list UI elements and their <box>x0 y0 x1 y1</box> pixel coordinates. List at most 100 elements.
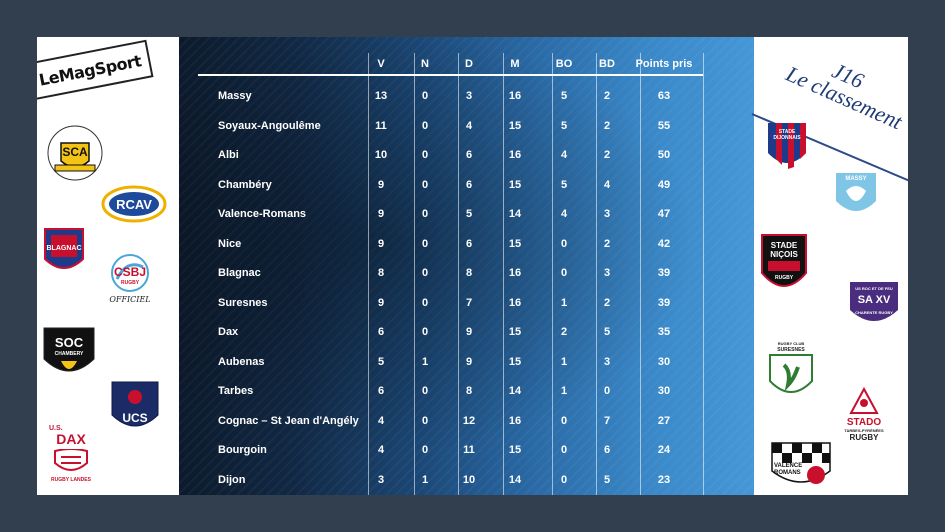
table-cell: 0 <box>560 444 568 456</box>
table-cell: 0 <box>421 385 429 397</box>
table-cell: 14 <box>508 473 522 486</box>
suresnes-logo: RUGBY CLUB SURESNES <box>768 341 814 403</box>
valence-romans-logo: VALENCE ROMANS <box>770 441 832 493</box>
table-cell: 0 <box>560 237 568 250</box>
column-separator <box>368 53 369 495</box>
csbj-logo-tag: OFFICIEL <box>109 295 151 304</box>
dijon-logo-line1: STADE <box>778 129 796 135</box>
dax-logo: U.S. DAX RUGBY LANDES <box>45 425 97 487</box>
team-name: Soyaux-Angoulême <box>218 119 321 132</box>
lemagsport-logo: LeMagSport <box>37 39 154 101</box>
table-cell: 6 <box>465 178 473 191</box>
team-name: Aubenas <box>218 355 265 368</box>
table-cell: 30 <box>657 385 671 397</box>
table-cell: 3 <box>377 473 385 486</box>
table-cell: 10 <box>374 149 388 161</box>
ucs-logo-text: UCS <box>122 411 148 425</box>
table-cell: 39 <box>657 296 671 309</box>
rcav-logo-text: RCAV <box>116 196 152 212</box>
table-cell: 6 <box>377 385 385 397</box>
table-cell: 63 <box>657 90 671 102</box>
table-cell: 49 <box>657 178 671 191</box>
team-name: Albi <box>218 149 239 161</box>
dax-emblem-icon <box>54 449 88 471</box>
table-cell: 39 <box>657 267 671 279</box>
table-cell: 4 <box>603 178 611 191</box>
suresnes-logo-name: SURESNES <box>777 347 805 353</box>
massy-logo-text: MASSY <box>845 176 867 182</box>
blagnac-logo-text: BLAGNAC <box>46 245 82 252</box>
table-cell: 16 <box>508 267 522 279</box>
team-name: Chambéry <box>218 178 272 191</box>
csbj-wave-icon <box>111 254 149 292</box>
table-cell: 7 <box>603 414 611 427</box>
table-cell: 14 <box>508 385 522 397</box>
table-cell: 3 <box>603 208 611 220</box>
table-cell: 47 <box>657 208 671 220</box>
team-name: Dax <box>218 326 239 338</box>
table-cell: 13 <box>374 90 388 102</box>
soc-chambery-logo: SOC CHAMBERY <box>41 325 97 383</box>
csbj-logo-sub: RUGBY <box>120 280 140 286</box>
right-logo-panel: J16 Le classement STADE DIJONNAIS MASSY <box>751 37 908 495</box>
table-cell: 8 <box>465 267 473 279</box>
table-cell: 15 <box>508 326 522 338</box>
table-cell: 0 <box>603 385 611 397</box>
table-cell: 5 <box>560 119 568 132</box>
table-cell: 8 <box>465 385 473 397</box>
table-cell: 15 <box>508 178 522 191</box>
table-cell: 15 <box>508 119 522 132</box>
table-cell: 16 <box>508 296 522 309</box>
albi-logo: SCA <box>45 123 105 183</box>
team-name: Massy <box>218 90 252 102</box>
table-cell: 2 <box>603 296 611 309</box>
table-cell: 9 <box>377 178 385 191</box>
table-cell: 0 <box>421 208 429 220</box>
column-separator <box>503 53 504 495</box>
csbj-logo-abbr: CSBJ <box>113 265 146 279</box>
table-cell: 3 <box>465 90 473 102</box>
suresnes-logo-top: RUGBY CLUB <box>777 341 805 346</box>
lemagsport-logo-text: LeMagSport <box>37 50 143 90</box>
slide: LeMagSport SCA RCAV BLAGNAC <box>37 37 908 495</box>
table-cell: 9 <box>377 237 385 250</box>
table-cell: 5 <box>560 178 568 191</box>
table-cell: 0 <box>421 267 429 279</box>
csbj-logo: CSBJ RUGBY OFFICIEL <box>103 253 157 305</box>
table-cell: 16 <box>508 414 522 427</box>
table-cell: 14 <box>508 208 522 220</box>
header-underline <box>198 74 703 76</box>
table-cell: 9 <box>465 326 473 338</box>
column-header: M <box>510 58 520 70</box>
dijon-logo: STADE DIJONNAIS <box>766 121 808 173</box>
table-cell: 0 <box>421 178 429 191</box>
table-cell: 4 <box>560 208 568 220</box>
standings-table-panel: V N D M BO BD Points pris Massy 13 0 3 16 5 2 63 Soyaux… <box>179 37 754 495</box>
table-cell: 11 <box>375 119 387 132</box>
table-cell: 55 <box>657 119 671 132</box>
team-name: Bourgoin <box>218 444 267 456</box>
table-cell: 24 <box>657 444 671 456</box>
table-cell: 5 <box>465 208 473 220</box>
table-cell: 9 <box>377 208 385 220</box>
ucs-shield-icon <box>111 381 159 427</box>
saxv-logo-sub: CHARENTE RUGBY <box>855 310 893 315</box>
nice-logo-sub: RUGBY <box>774 275 794 281</box>
tarbes-logo-line1: STADO <box>846 417 882 428</box>
table-cell: 0 <box>421 119 429 132</box>
table-cell: 11 <box>463 444 475 456</box>
table-cell: 6 <box>465 149 473 161</box>
table-cell: 0 <box>560 414 568 427</box>
rcav-logo: RCAV <box>101 185 167 223</box>
table-cell: 2 <box>603 119 611 132</box>
table-cell: 0 <box>421 149 429 161</box>
dax-logo-top: U.S. <box>49 425 63 432</box>
table-cell: 8 <box>377 267 385 279</box>
team-name: Blagnac <box>218 267 261 279</box>
table-cell: 16 <box>508 90 522 102</box>
table-cell: 42 <box>657 237 671 250</box>
table-cell: 2 <box>560 326 568 338</box>
table-cell: 5 <box>603 326 611 338</box>
nice-logo-line1: STADE <box>770 241 798 250</box>
column-separator <box>552 53 553 495</box>
